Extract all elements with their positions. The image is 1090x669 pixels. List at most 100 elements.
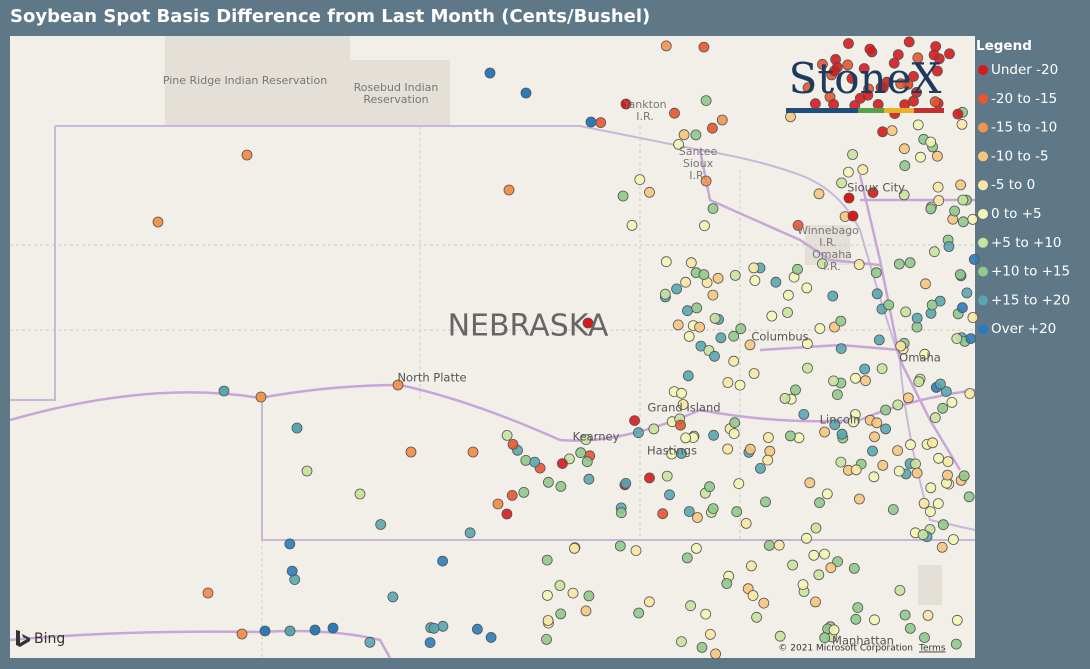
map-label: Pine Ridge Indian Reservation (163, 74, 327, 87)
location-dot (692, 512, 703, 523)
location-dot (555, 480, 567, 492)
location-dot (284, 538, 296, 550)
legend-label: 0 to +5 (991, 206, 1042, 222)
map-label: Winnebago (797, 224, 859, 237)
location-dot (859, 363, 871, 375)
location-dot (848, 416, 859, 428)
location-dot (581, 456, 593, 468)
location-dot (952, 108, 964, 120)
location-dot (748, 262, 760, 274)
location-dot (821, 488, 833, 500)
logo-bar (858, 108, 884, 113)
location-dot (583, 590, 595, 602)
location-dot (892, 49, 904, 61)
legend-swatch (978, 237, 988, 248)
location-dot (740, 518, 752, 529)
location-dot (682, 370, 694, 382)
location-dot (506, 489, 518, 501)
location-dot (698, 269, 710, 281)
location-dot (683, 506, 695, 517)
location-dot (858, 63, 870, 74)
location-dot (286, 565, 298, 577)
location-dot (887, 504, 899, 515)
location-dot (819, 632, 831, 644)
location-dot (660, 40, 672, 52)
location-dot (802, 362, 813, 374)
location-dot (869, 431, 880, 443)
location-dot (802, 338, 813, 350)
location-dot (864, 43, 876, 55)
legend-label: +5 to +10 (991, 235, 1062, 251)
legend-swatch (978, 324, 988, 335)
location-dot (387, 591, 399, 603)
location-dot (660, 256, 672, 268)
legend-label: +15 to +20 (991, 292, 1070, 308)
location-dot (685, 600, 696, 612)
location-dot (857, 164, 869, 176)
location-dot (898, 189, 910, 201)
location-dot (675, 419, 686, 431)
legend-swatch (978, 209, 988, 219)
location-dot (354, 488, 366, 500)
location-dot (492, 498, 504, 510)
location-dot (932, 65, 943, 77)
location-dot (626, 219, 638, 231)
location-dot (785, 111, 796, 123)
location-dot (871, 288, 883, 300)
location-dot (908, 71, 919, 82)
location-dot (919, 348, 931, 360)
location-dot (957, 302, 968, 314)
legend-label: Over +20 (991, 321, 1056, 337)
legend-label: -10 to -5 (991, 148, 1049, 164)
location-dot (792, 219, 804, 231)
location-dot (813, 569, 825, 581)
location-dot (801, 532, 812, 544)
map-label: Rosebud Indian (354, 81, 439, 94)
location-dot (930, 41, 942, 52)
location-dot (728, 330, 740, 342)
location-dot (700, 95, 712, 106)
location-dot (911, 312, 923, 324)
city-label: Grand Island (647, 401, 720, 415)
location-dot (541, 634, 552, 645)
location-dot (764, 445, 776, 457)
location-dot (405, 446, 417, 458)
land (918, 565, 942, 605)
location-dot (846, 73, 858, 84)
location-dot (925, 136, 937, 148)
location-dot (555, 608, 567, 620)
location-dot (633, 607, 645, 619)
terms-link[interactable]: Terms (918, 644, 946, 654)
location-dot (900, 306, 912, 318)
location-dot (763, 540, 775, 551)
location-dot (543, 476, 554, 488)
location-dot (843, 192, 855, 204)
legend-label: -5 to 0 (991, 177, 1035, 193)
location-dot (758, 597, 770, 609)
location-dot (712, 272, 724, 284)
map-label: I.R. (689, 169, 707, 182)
location-dot (690, 129, 702, 141)
location-dot (691, 302, 703, 314)
location-dot (773, 539, 785, 551)
legend-swatch (978, 93, 988, 104)
location-dot (698, 41, 710, 53)
location-dot (870, 267, 882, 279)
location-dot (819, 426, 830, 438)
location-dot (808, 549, 820, 561)
location-dot (700, 175, 712, 187)
location-dot (722, 443, 734, 455)
location-dot (835, 315, 847, 327)
location-dot (634, 174, 646, 186)
location-dot (919, 632, 930, 643)
location-dot (518, 486, 530, 498)
location-dot (915, 151, 926, 163)
location-dot (241, 149, 253, 161)
map[interactable]: Pine Ridge Indian Reservation Rosebud In… (9, 36, 980, 660)
location-dot (829, 65, 840, 77)
location-dot (920, 278, 931, 290)
location-dot (925, 203, 937, 215)
location-dot (620, 477, 632, 489)
location-dot (503, 184, 515, 196)
legend-label: -15 to -10 (991, 120, 1057, 136)
